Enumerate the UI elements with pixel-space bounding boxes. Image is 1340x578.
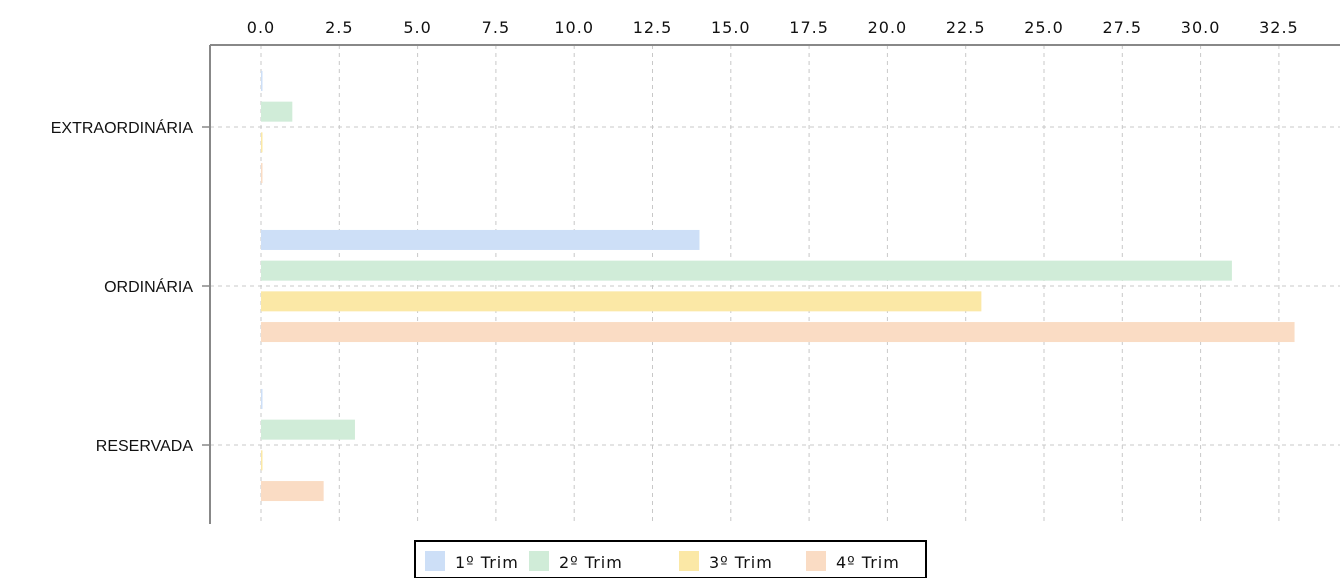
legend-label: 2º Trim — [559, 553, 623, 572]
bar — [261, 388, 263, 409]
legend-swatch — [529, 551, 549, 571]
x-tick-label: 25.0 — [1024, 18, 1064, 37]
legend-label: 3º Trim — [709, 553, 773, 572]
bar — [261, 260, 1232, 281]
x-tick-label: 7.5 — [482, 18, 510, 37]
bar — [261, 291, 982, 312]
grid-lines — [210, 45, 1340, 524]
bar — [261, 450, 263, 471]
bar — [261, 419, 355, 440]
y-category-labels: EXTRAORDINÁRIA ORDINÁRIA RESERVADA — [51, 118, 194, 455]
bar — [261, 229, 700, 250]
bar — [261, 481, 324, 502]
legend: 1º Trim 2º Trim 3º Trim 4º Trim — [414, 540, 927, 578]
legend-label: 4º Trim — [836, 553, 900, 572]
bar — [261, 322, 1295, 343]
x-tick-label: 2.5 — [325, 18, 353, 37]
y-category-label: RESERVADA — [96, 438, 194, 455]
bar — [261, 70, 263, 91]
legend-swatch — [425, 551, 445, 571]
x-tick-label: 20.0 — [868, 18, 908, 37]
legend-label: 1º Trim — [455, 553, 519, 572]
bar — [261, 132, 263, 153]
x-tick-label: 0.0 — [247, 18, 275, 37]
x-tick-label: 30.0 — [1181, 18, 1221, 37]
x-tick-label: 27.5 — [1102, 18, 1142, 37]
axes-group — [202, 44, 1340, 524]
x-tick-label: 15.0 — [711, 18, 751, 37]
legend-swatch — [806, 551, 826, 571]
bars-group — [261, 70, 1295, 502]
x-tick-label: 5.0 — [403, 18, 431, 37]
y-category-label: ORDINÁRIA — [104, 277, 193, 296]
x-tick-label: 32.5 — [1259, 18, 1299, 37]
x-tick-label: 12.5 — [633, 18, 673, 37]
bar — [261, 101, 293, 122]
y-category-label: EXTRAORDINÁRIA — [51, 118, 194, 137]
x-tick-label: 22.5 — [946, 18, 986, 37]
legend-swatch — [679, 551, 699, 571]
x-tick-labels: 0.0 2.5 5.0 7.5 10.0 12.5 15.0 17.5 20.0 22.5 25.0… — [247, 18, 1299, 37]
bar — [261, 163, 263, 184]
x-tick-label: 10.0 — [554, 18, 594, 37]
x-tick-label: 17.5 — [789, 18, 829, 37]
legend-box — [414, 540, 927, 578]
